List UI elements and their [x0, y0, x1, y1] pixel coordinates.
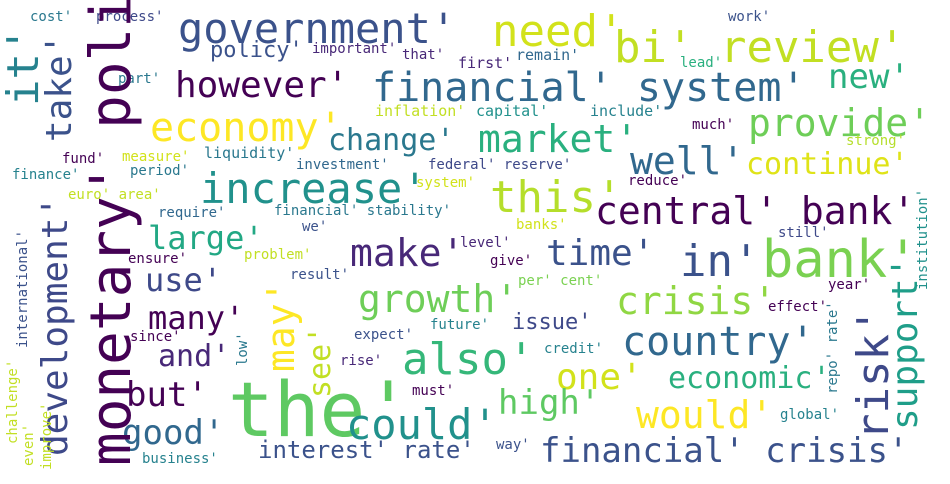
word-we: we'	[302, 219, 328, 235]
word-year: year'	[828, 277, 871, 293]
word-give: give'	[490, 253, 533, 269]
word-high: high'	[498, 383, 601, 423]
word-however: however'	[175, 65, 349, 106]
word-international: international'	[15, 229, 31, 348]
word-banks: banks'	[516, 217, 567, 233]
word-that: that'	[402, 47, 445, 63]
word-challenge: challenge'	[5, 359, 21, 444]
word-business: business'	[142, 451, 218, 467]
word-and: and'	[158, 339, 231, 374]
word-low: low'	[235, 332, 251, 366]
word-effect: effect'	[768, 299, 828, 315]
word-use: use'	[145, 261, 223, 299]
word-reduce: reduce'	[628, 173, 688, 189]
word-see: see'	[303, 325, 338, 398]
word-level: level'	[460, 235, 511, 251]
word-rise: rise'	[340, 353, 383, 369]
word-strong: strong'	[846, 133, 906, 149]
word-period: period'	[130, 163, 190, 179]
word-way: way'	[496, 437, 530, 453]
word-cost: cost'	[30, 9, 73, 25]
word-investment: investment'	[296, 157, 389, 173]
word-government: government'	[178, 4, 457, 53]
word-capital: capital'	[476, 102, 549, 120]
word-financial-system: financial' system'	[372, 65, 806, 111]
word-repo-rate: repo' rate'	[825, 301, 841, 394]
word-bank: bank'	[762, 230, 919, 290]
word-require: require'	[158, 205, 226, 221]
word-measure: measure'	[122, 149, 190, 165]
word-market: market'	[478, 117, 639, 161]
word-since: since'	[130, 329, 181, 345]
word-credit: credit'	[544, 341, 604, 357]
word-may: may'	[259, 280, 303, 372]
word-global: global'	[780, 407, 840, 423]
word-could: could'	[346, 400, 498, 449]
word-growth: growth'	[358, 277, 519, 321]
word-much: much'	[692, 117, 735, 133]
word-financial-stability: financial' stability'	[274, 203, 452, 219]
word-also: also'	[402, 334, 535, 385]
word-the: the'	[228, 365, 412, 454]
word-lead: lead'	[680, 55, 723, 71]
word-need: need'	[492, 6, 625, 57]
word-result: result'	[290, 267, 350, 283]
word-bi-review: bi' review'	[614, 22, 906, 73]
word-time: time'	[546, 233, 655, 274]
word-part: part'	[118, 71, 161, 87]
word-one: one'	[556, 357, 643, 398]
word-central-bank: central' bank'	[595, 189, 916, 233]
word-provide: provide'	[748, 101, 932, 145]
word-fund: fund'	[62, 151, 105, 167]
word-institution: institution'	[915, 188, 931, 290]
word-good: good'	[122, 413, 225, 453]
word-future: future'	[430, 317, 490, 333]
word-inflation: inflation'	[375, 102, 466, 120]
word-process: process'	[96, 9, 164, 25]
word-interest-rate: interest' rate'	[258, 436, 475, 464]
word-but: but'	[126, 375, 208, 415]
word-include: include'	[590, 102, 663, 120]
word-important: important'	[312, 41, 397, 57]
word-work: work'	[728, 9, 771, 25]
word-issue: issue'	[512, 310, 592, 335]
word-many: many'	[148, 299, 245, 337]
word-economic: economic'	[668, 361, 831, 396]
word-remain: remain'	[516, 46, 580, 64]
word-problem: problem'	[244, 247, 312, 263]
word-monetary-policy: monetary' policy'	[79, 0, 144, 466]
word-system: system'	[416, 175, 476, 191]
word-must: must'	[412, 383, 455, 399]
word-well: well'	[630, 139, 745, 183]
word-per-cent: per' cent'	[518, 273, 603, 289]
word-policy-small: policy'	[210, 38, 303, 63]
word-expect: expect'	[354, 327, 414, 343]
word-new: new'	[828, 57, 910, 97]
word-large: large'	[148, 219, 264, 257]
word-increase: increase'	[200, 164, 428, 213]
word-continue: continue'	[746, 147, 909, 182]
word-economy: economy'	[150, 105, 343, 151]
word-change: change'	[328, 123, 455, 158]
word-even: even'	[21, 423, 37, 466]
word-make: make'	[350, 231, 465, 275]
word-crisis: crisis'	[616, 279, 777, 323]
word-first: first'	[458, 54, 513, 72]
word-federal-reserve: federal' reserve'	[428, 157, 572, 173]
word-improve: improve'	[39, 402, 55, 470]
word-this: this'	[490, 172, 623, 223]
word-take: take'	[39, 33, 80, 142]
word-still: still'	[778, 225, 829, 241]
word-finance: finance'	[12, 167, 80, 183]
word-in: in'	[680, 236, 760, 287]
word-would: would'	[636, 393, 774, 437]
word-country: country'	[622, 319, 815, 365]
word-financial-crisis: financial' crisis'	[540, 431, 909, 471]
word-liquidity: liquidity'	[204, 144, 295, 162]
word-ensure: ensure'	[128, 251, 188, 267]
word-euro-area: euro' area'	[68, 187, 161, 203]
